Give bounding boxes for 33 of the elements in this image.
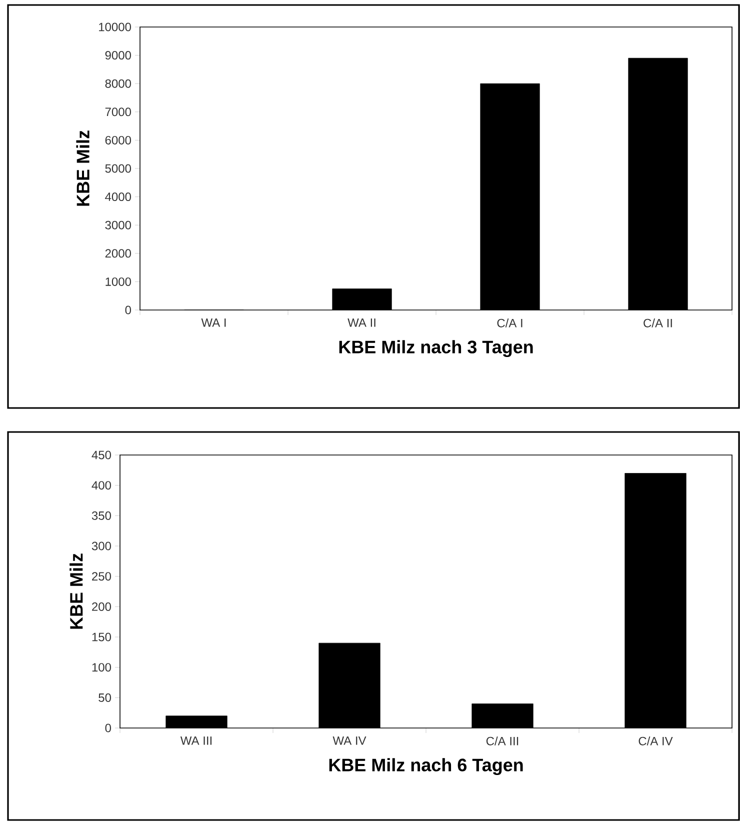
x-tick-label: C/A IV: [638, 736, 673, 746]
y-tick-label: 0: [125, 306, 132, 314]
y-tick-label: 4000: [105, 192, 132, 202]
x-axis-title: KBE Milz nach 3 Tagen: [339, 340, 533, 358]
y-axis-title: KBE Milz: [70, 554, 83, 629]
y-tick-label: 250: [92, 572, 112, 581]
y-tick-label: 7000: [105, 108, 132, 116]
x-tick-label: WA II: [348, 318, 376, 327]
y-tick-label: 1000: [106, 277, 132, 286]
y-tick-label: 100: [92, 663, 112, 672]
x-axis-title: KBE Milz nach 6 Tagen: [329, 758, 523, 776]
y-tick-label: 0: [105, 724, 112, 732]
y-tick-label: 150: [92, 632, 112, 642]
y-tick-label: 350: [92, 511, 112, 520]
y-axis-title: KBE Milz: [76, 130, 90, 206]
x-tick-label: WA I: [201, 318, 226, 327]
y-tick-label: 8000: [105, 79, 132, 88]
x-tick-label: WA III: [180, 736, 212, 745]
y-tick-label: 10000: [99, 22, 131, 32]
x-tick-label: C/A III: [486, 736, 518, 746]
y-tick-label: 5000: [105, 164, 132, 173]
x-tick-label: C/A II: [644, 318, 672, 328]
y-tick-label: 400: [92, 481, 112, 490]
y-tick-label: 9000: [105, 51, 132, 60]
x-tick-label: C/A I: [497, 318, 522, 328]
y-tick-label: 6000: [105, 136, 132, 144]
y-tick-label: 50: [98, 693, 112, 702]
y-tick-label: 2000: [105, 249, 132, 258]
y-tick-label: 450: [92, 450, 112, 460]
y-tick-label: 200: [92, 602, 112, 611]
y-tick-label: 3000: [105, 220, 132, 230]
x-tick-label: WA IV: [332, 736, 366, 745]
y-tick-label: 300: [92, 542, 112, 550]
